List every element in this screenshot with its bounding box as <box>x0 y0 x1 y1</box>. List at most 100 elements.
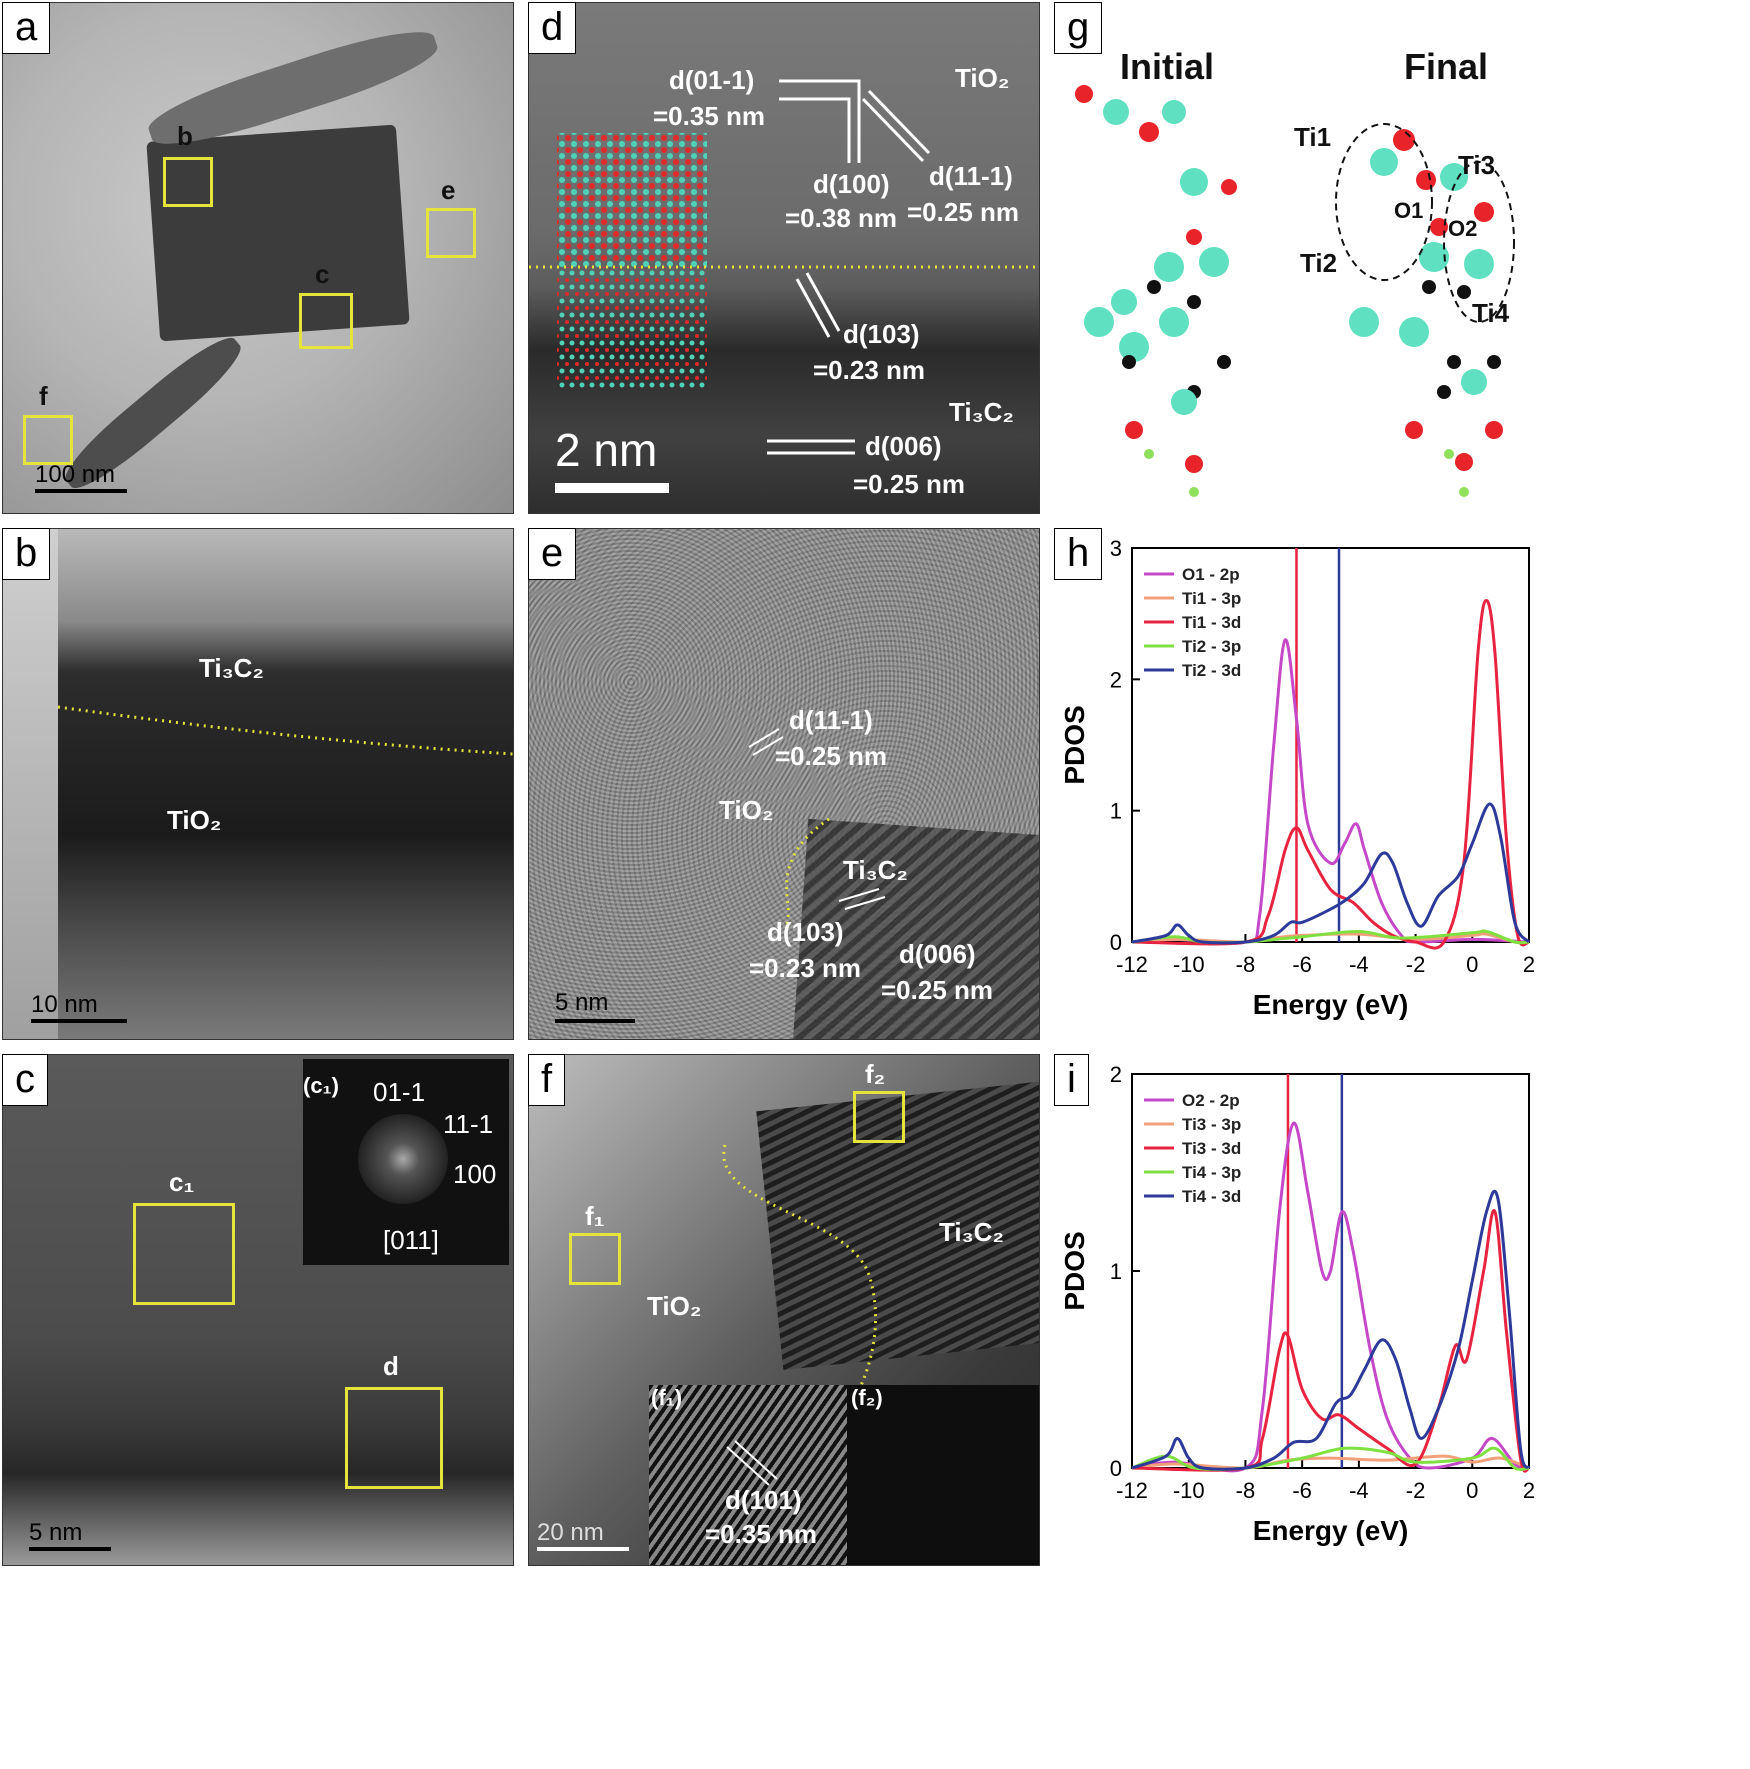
d-006: d(006) <box>899 939 976 969</box>
series-line-o1-2p <box>1131 638 1530 945</box>
final-model <box>1335 123 1515 497</box>
box-d <box>345 1387 443 1489</box>
box-c1-label: c₁ <box>169 1167 195 1197</box>
plot-frame <box>1131 547 1530 943</box>
fft-inset: (c₁) 01-1 11-1 100 [011] <box>303 1059 509 1265</box>
panel-a-label: a <box>2 2 51 54</box>
index-11-1: 11-1 <box>443 1109 494 1139</box>
y-tick-label: 2 <box>1110 1062 1122 1087</box>
pdos-chart-i: -12 -10 -8 -6 -4 -2 0 2 0 1 2 Energy (eV) PDOS O2 - 2… <box>1059 1062 1535 1546</box>
d-103: d(103) <box>767 917 844 947</box>
d-006-value: =0.25 nm <box>853 469 966 499</box>
series-line-ti4-3d <box>1131 1189 1531 1471</box>
inset-f1 <box>649 1385 847 1565</box>
series-line-ti3-3d <box>1131 1209 1531 1473</box>
interface-line <box>57 705 513 756</box>
x-axis-label: Energy (eV) <box>1253 1515 1409 1546</box>
y-tick-label: 1 <box>1110 799 1122 824</box>
scale-bar-label: 5 nm <box>555 989 609 1016</box>
ti3c2-label: Ti₃C₂ <box>843 855 908 885</box>
atom-ti1: Ti1 <box>1294 122 1332 152</box>
inset-f2 <box>847 1385 1039 1565</box>
scale-bar <box>555 483 669 493</box>
panel-h-chart: -12 -10 -8 -6 -4 -2 0 2 0 1 2 3 Energy (eV) PDOS O1 - … <box>1054 528 1544 1038</box>
fft-inset-label: (c₁) <box>303 1073 339 1098</box>
d-100: d(100) <box>813 169 890 199</box>
ti3c2-label: Ti₃C₂ <box>199 653 264 683</box>
scale-bar <box>537 1547 629 1551</box>
box-d-label: d <box>383 1351 399 1381</box>
x-axis-label: Energy (eV) <box>1253 989 1409 1020</box>
box-f1-label: f₁ <box>585 1201 605 1231</box>
panel-i-chart: -12 -10 -8 -6 -4 -2 0 2 0 1 2 Energy (eV) PDOS O2 - 2… <box>1054 1054 1544 1564</box>
series-line-ti2-3d <box>1131 802 1531 945</box>
y-tick-label: 0 <box>1110 930 1122 955</box>
atom-o2: O2 <box>1448 216 1478 241</box>
d-11-1-value: =0.25 nm <box>775 741 888 771</box>
x-tick-label: 2 <box>1523 1478 1535 1503</box>
d-101: d(101) <box>725 1485 802 1515</box>
x-tick-label: -4 <box>1349 952 1369 977</box>
x-tick-label: 2 <box>1523 952 1535 977</box>
box-c-label: c <box>315 259 330 289</box>
box-b-label: b <box>177 121 193 151</box>
y-tick-label: 2 <box>1110 667 1122 692</box>
legend-entry: Ti3 - 3d <box>1182 1139 1241 1158</box>
panel-i-label: i <box>1054 1054 1089 1106</box>
box-e <box>426 208 476 258</box>
panel-h-label: h <box>1054 528 1103 580</box>
ti3c2-label: Ti₃C₂ <box>939 1217 1004 1247</box>
legend-entry: Ti1 - 3d <box>1182 613 1241 632</box>
scale-bar <box>35 489 127 493</box>
left-edge-region <box>3 529 58 1039</box>
series-line-ti1-3d <box>1131 599 1531 950</box>
d-103-value: =0.23 nm <box>813 355 926 385</box>
interface-line <box>748 728 886 925</box>
d-006: d(006) <box>865 431 942 461</box>
tio2-label: TiO₂ <box>647 1291 702 1321</box>
panel-c-label: c <box>2 1054 48 1106</box>
d-100-value: =0.38 nm <box>785 203 898 233</box>
y-tick-label: 1 <box>1110 1259 1122 1284</box>
d-11-1-value: =0.25 nm <box>907 197 1020 227</box>
legend-entry: Ti2 - 3d <box>1182 661 1241 680</box>
lattice-overlay <box>529 79 1039 455</box>
box-c1 <box>133 1203 235 1305</box>
interface-line <box>722 1144 877 1406</box>
d-103-value: =0.23 nm <box>749 953 862 983</box>
panel-c-image: (c₁) 01-1 11-1 100 [011] c₁ d 5 nm <box>2 1054 514 1566</box>
scale-bar-label: 100 nm <box>35 461 116 488</box>
scale-bar-label: 5 nm <box>29 1519 83 1546</box>
y-axis-label: PDOS <box>1059 705 1090 784</box>
d-01-1: d(01-1) <box>669 65 755 95</box>
panel-g-structures: Initial Final <box>1054 2 1554 512</box>
legend-entry: Ti4 - 3d <box>1182 1187 1241 1206</box>
scale-bar <box>555 1019 635 1023</box>
series-line-ti4-3p <box>1131 1446 1530 1471</box>
x-tick-label: -4 <box>1349 1478 1369 1503</box>
x-tick-label: -10 <box>1173 1478 1205 1503</box>
panel-d-image: TiO₂ d(01-1) =0.35 nm d(100) =0.38 nm d(… <box>528 2 1040 514</box>
legend-entry: Ti4 - 3p <box>1182 1163 1241 1182</box>
box-f1 <box>569 1233 621 1285</box>
panel-g-label: g <box>1054 2 1103 54</box>
legend-entry: O2 - 2p <box>1182 1091 1240 1110</box>
y-tick-label: 0 <box>1110 1456 1122 1481</box>
initial-title: Initial <box>1120 46 1215 87</box>
tio2-label: TiO₂ <box>955 63 1010 93</box>
x-tick-label: -2 <box>1406 952 1426 977</box>
atom-ti3: Ti3 <box>1458 150 1496 180</box>
index-01-1: 01-1 <box>373 1077 426 1107</box>
atom-o1: O1 <box>1394 198 1424 223</box>
pdos-chart-h: -12 -10 -8 -6 -4 -2 0 2 0 1 2 3 Energy (eV) PDOS O1 - … <box>1059 536 1535 1020</box>
d-103: d(103) <box>843 319 920 349</box>
scale-bar <box>29 1547 111 1551</box>
d-101-value: =0.35 nm <box>705 1519 818 1549</box>
tio2-label: TiO₂ <box>719 795 774 825</box>
x-tick-label: 0 <box>1466 1478 1478 1503</box>
x-tick-label: -10 <box>1173 952 1205 977</box>
d-11-1: d(11-1) <box>789 705 873 735</box>
fft-pattern <box>358 1114 448 1204</box>
x-tick-label: -8 <box>1236 952 1256 977</box>
box-e-label: e <box>441 175 456 205</box>
